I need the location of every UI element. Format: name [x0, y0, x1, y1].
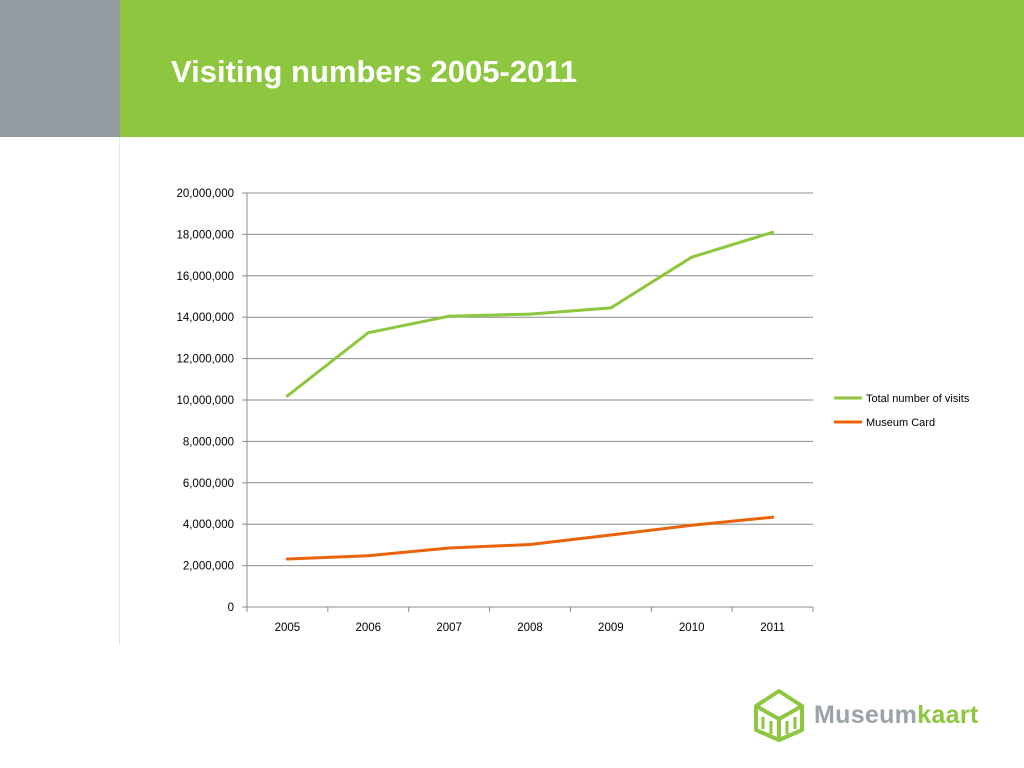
data-point [447, 314, 451, 318]
x-tick-label: 2008 [517, 622, 543, 634]
data-point [771, 230, 775, 234]
data-point [609, 533, 613, 537]
logo-wordmark: Museumkaart [814, 700, 978, 730]
data-point [609, 306, 613, 310]
header-gray-block [0, 0, 120, 137]
data-point [690, 523, 694, 527]
y-tick-label: 6,000,000 [183, 478, 234, 490]
legend-label-1: Total number of visits [866, 393, 970, 405]
y-tick-label: 2,000,000 [183, 561, 234, 573]
x-tick-label: 2009 [598, 622, 624, 634]
header-green-band [120, 0, 1024, 137]
logo-word-museum: Museum [814, 701, 918, 729]
data-point [285, 557, 289, 561]
y-tick-label: 12,000,000 [176, 354, 234, 366]
data-point [771, 515, 775, 519]
logo-word-kaart: kaart [917, 701, 979, 729]
series-line-2 [285, 515, 775, 561]
data-point [447, 546, 451, 550]
data-point [528, 312, 532, 316]
y-tick-label: 0 [228, 602, 234, 614]
data-point [285, 394, 289, 398]
x-tick-label: 2007 [436, 622, 462, 634]
museumkaart-logo: Museumkaart [752, 686, 992, 746]
y-tick-label: 8,000,000 [183, 436, 234, 448]
x-tick-label: 2006 [355, 622, 381, 634]
y-tick-label: 16,000,000 [176, 271, 234, 283]
data-point [690, 255, 694, 259]
data-point [528, 542, 532, 546]
x-tick-label: 2005 [275, 622, 301, 634]
y-tick-label: 10,000,000 [176, 395, 234, 407]
y-tick-label: 18,000,000 [176, 229, 234, 241]
slide-title: Visiting numbers 2005-2011 [171, 54, 578, 89]
data-point [366, 554, 370, 558]
y-tick-label: 14,000,000 [176, 312, 234, 324]
x-tick-label: 2010 [679, 622, 705, 634]
museum-house-icon [754, 689, 804, 742]
left-divider [119, 137, 120, 645]
y-tick-label: 20,000,000 [176, 188, 234, 200]
legend-label-2: Museum Card [866, 417, 935, 429]
data-point [366, 331, 370, 335]
y-tick-label: 4,000,000 [183, 519, 234, 531]
x-tick-label: 2011 [760, 622, 785, 634]
